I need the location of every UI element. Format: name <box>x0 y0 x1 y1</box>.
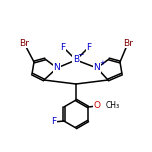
Text: F: F <box>86 43 92 52</box>
Text: CH₃: CH₃ <box>106 102 120 111</box>
Text: O: O <box>94 102 101 111</box>
Text: N: N <box>94 64 100 73</box>
Text: −: − <box>77 50 84 59</box>
Text: Br: Br <box>19 38 29 47</box>
Text: Br: Br <box>123 38 133 47</box>
Text: F: F <box>51 117 56 126</box>
Text: +: + <box>99 60 105 66</box>
Text: B: B <box>73 55 79 64</box>
Text: F: F <box>60 43 66 52</box>
Text: N: N <box>54 64 60 73</box>
